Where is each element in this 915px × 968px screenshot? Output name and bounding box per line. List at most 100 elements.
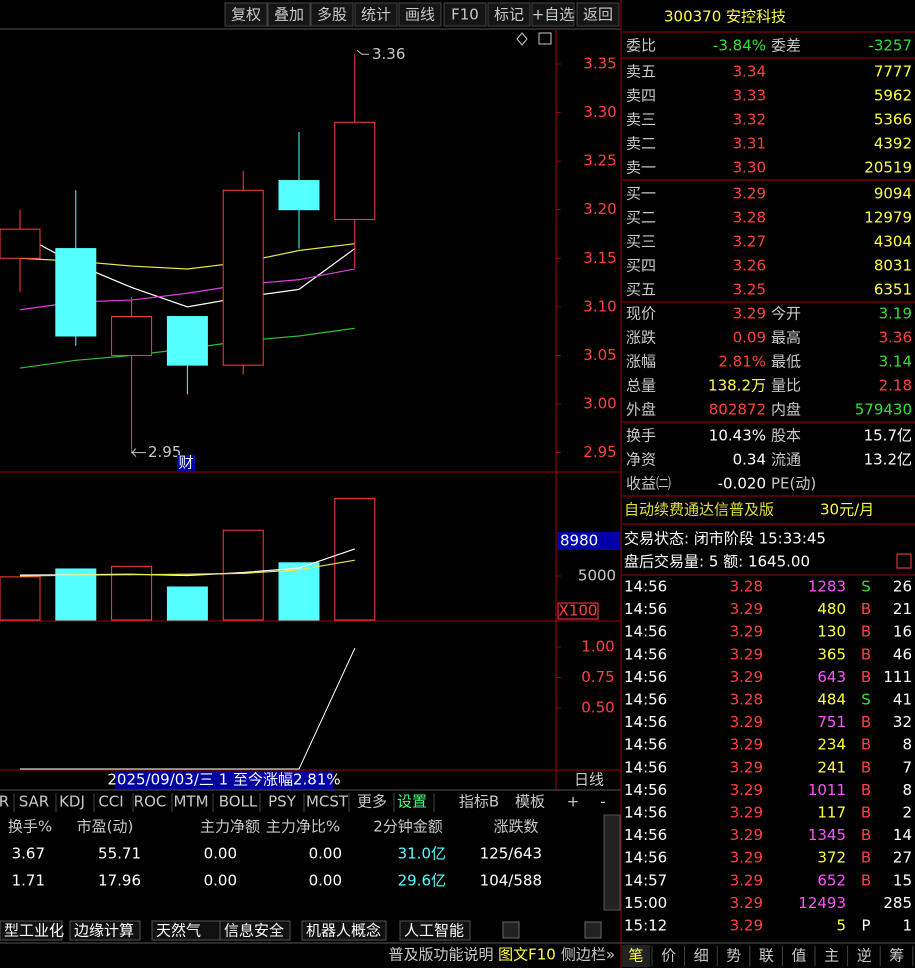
indicator-tool[interactable]: 指标B bbox=[459, 793, 499, 811]
sector-tab[interactable]: 型工业化 bbox=[4, 922, 64, 940]
toolbar-button-bg[interactable] bbox=[310, 2, 354, 27]
toolbar-button[interactable]: F10 bbox=[451, 6, 479, 24]
panel-tab[interactable]: 势 bbox=[726, 947, 741, 965]
indicator-tab[interactable]: SAR bbox=[19, 793, 49, 811]
indicator-tab[interactable]: KDJ bbox=[59, 793, 85, 811]
toolbar-button[interactable]: 返回 bbox=[583, 6, 613, 24]
indicator-tab[interactable]: 更多 bbox=[357, 793, 387, 811]
quote-value: -3257 bbox=[868, 37, 912, 55]
scroll-left[interactable] bbox=[502, 921, 520, 939]
tick-time: 14:56 bbox=[624, 826, 667, 844]
toolbar-button-bg[interactable] bbox=[267, 2, 311, 27]
toolbar-button[interactable]: 多股 bbox=[317, 6, 347, 24]
indicator-tab[interactable]: BOLL bbox=[219, 793, 258, 811]
toolbar-button[interactable]: +自选 bbox=[532, 6, 575, 24]
panel-tab[interactable]: 笔 bbox=[628, 947, 643, 965]
toolbar-button-bg[interactable] bbox=[576, 2, 620, 27]
bid-label: 买三 bbox=[626, 233, 656, 251]
toolbar-button-bg[interactable] bbox=[398, 2, 442, 27]
event-marker[interactable]: 财 bbox=[178, 454, 193, 472]
sector-tab-bg[interactable] bbox=[301, 920, 387, 941]
toolbar-button-bg[interactable] bbox=[224, 2, 268, 27]
tick-volume: 372 bbox=[817, 849, 846, 867]
quote-value: 3.36 bbox=[879, 329, 912, 347]
sector-tab-bg[interactable] bbox=[399, 920, 471, 941]
panel-tab[interactable]: 逆 bbox=[857, 947, 872, 965]
toolbar-button[interactable]: 标记 bbox=[494, 6, 524, 24]
y-tick-label: 0.75 bbox=[581, 668, 614, 686]
panel-tab[interactable]: 联 bbox=[759, 947, 774, 965]
tick-count: 41 bbox=[893, 691, 912, 709]
cursor-label: 8980 bbox=[560, 531, 598, 549]
bottom-link[interactable]: 侧边栏» bbox=[561, 946, 615, 964]
candle-body bbox=[166, 316, 208, 366]
scroll-right[interactable] bbox=[584, 921, 602, 939]
tick-time: 14:56 bbox=[624, 691, 667, 709]
indicator-tab[interactable]: 设置 bbox=[397, 793, 427, 811]
bid-volume: 4304 bbox=[874, 233, 912, 251]
toolbar-button[interactable]: 统计 bbox=[361, 6, 391, 24]
tick-count: 27 bbox=[893, 849, 912, 867]
trade-status: 交易状态: 闭市阶段 15:33:45 bbox=[624, 530, 826, 548]
tick-time: 14:56 bbox=[624, 849, 667, 867]
sector-tab-bg[interactable] bbox=[69, 920, 141, 941]
sector-tab[interactable]: 人工智能 bbox=[404, 922, 464, 940]
panel-tab[interactable]: 值 bbox=[791, 947, 806, 965]
panel-tab[interactable]: 主 bbox=[824, 947, 839, 965]
bottom-link[interactable]: 普及版功能说明 bbox=[388, 946, 493, 964]
toolbar-button[interactable]: 画线 bbox=[405, 6, 435, 24]
tick-volume: 643 bbox=[817, 668, 846, 686]
panel-tab[interactable]: 筹 bbox=[889, 947, 904, 965]
table-header: 涨跌数 bbox=[493, 818, 538, 836]
bottom-link[interactable]: 图文F10 bbox=[498, 946, 556, 964]
ask-volume: 20519 bbox=[864, 159, 912, 177]
tick-volume: 5 bbox=[836, 917, 846, 935]
indicator-tab[interactable]: MCST bbox=[306, 793, 349, 811]
tick-price: 3.29 bbox=[730, 645, 763, 663]
tick-time: 15:00 bbox=[624, 894, 667, 912]
quote-value: -3.84% bbox=[713, 37, 766, 55]
tick-price: 3.29 bbox=[730, 713, 763, 731]
indicator-tool[interactable]: 模板 bbox=[515, 793, 545, 811]
toolbar-button[interactable]: 叠加 bbox=[274, 6, 304, 24]
table-cell: 0.00 bbox=[204, 845, 237, 863]
active-tab-bg[interactable] bbox=[622, 945, 650, 967]
sector-tab-bg[interactable] bbox=[0, 920, 63, 941]
sector-tab[interactable]: 机器人概念 bbox=[306, 922, 381, 940]
indicator-tab[interactable]: ROC bbox=[134, 793, 167, 811]
toolbar-button-bg[interactable] bbox=[443, 2, 487, 27]
indicator-tab[interactable]: R bbox=[0, 793, 9, 811]
panel-tab[interactable]: 价 bbox=[661, 947, 676, 965]
diamond-icon[interactable] bbox=[516, 32, 528, 46]
table-cell: 0.00 bbox=[309, 872, 342, 890]
tick-volume: 117 bbox=[817, 804, 846, 822]
toolbar-button-bg[interactable] bbox=[487, 2, 531, 27]
event-marker-bg[interactable] bbox=[177, 455, 195, 471]
tick-side: B bbox=[861, 758, 871, 776]
window-icon[interactable] bbox=[538, 32, 552, 45]
indicator-tab[interactable]: MTM bbox=[173, 793, 208, 811]
quote-value: 3.19 bbox=[879, 305, 912, 323]
ask-price: 3.31 bbox=[733, 135, 766, 153]
chart-icon[interactable] bbox=[896, 553, 912, 569]
sector-tab-bg[interactable] bbox=[219, 920, 291, 941]
bid-price: 3.25 bbox=[733, 281, 766, 299]
sector-tab[interactable]: 边缘计算 bbox=[74, 922, 134, 940]
toolbar-button[interactable]: 复权 bbox=[231, 6, 261, 24]
scrollbar[interactable] bbox=[603, 814, 621, 911]
ask-price: 3.30 bbox=[733, 159, 766, 177]
indicator-tab[interactable]: CCI bbox=[98, 793, 123, 811]
indicator-tool[interactable]: - bbox=[600, 793, 605, 811]
sector-tab[interactable]: 信息安全 bbox=[224, 922, 284, 940]
indicator-tab[interactable]: PSY bbox=[268, 793, 297, 811]
sector-tab[interactable]: 天然气 bbox=[156, 922, 201, 940]
indicator-tool[interactable]: + bbox=[567, 793, 580, 811]
tick-time: 14:56 bbox=[624, 578, 667, 596]
quote-label: 股本 bbox=[771, 427, 801, 445]
toolbar-button-bg[interactable] bbox=[354, 2, 398, 27]
panel-tab[interactable]: 细 bbox=[694, 947, 709, 965]
quote-label: 最高 bbox=[771, 329, 801, 347]
y-tick-label: 3.20 bbox=[583, 200, 616, 218]
period-label[interactable]: 日线 bbox=[574, 771, 604, 789]
toolbar-button-bg[interactable] bbox=[531, 2, 575, 27]
